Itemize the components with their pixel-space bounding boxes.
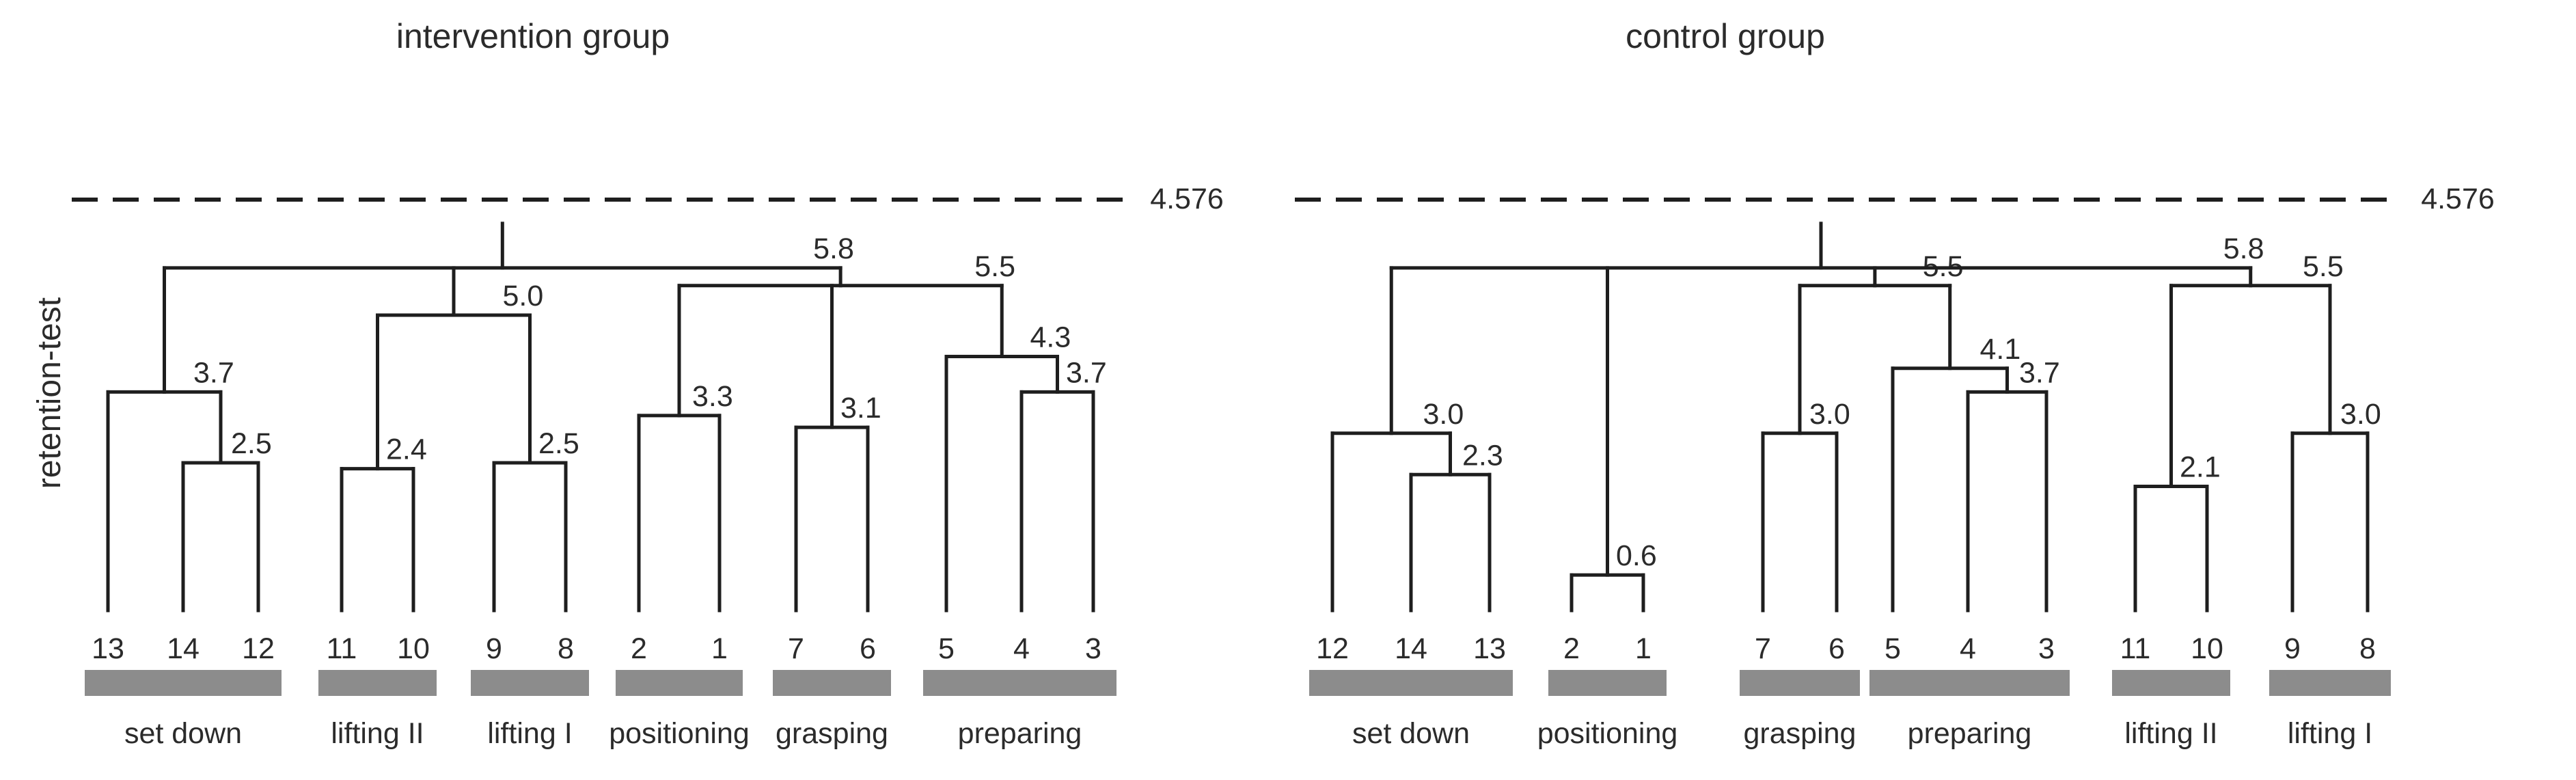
leaf-label: 11 (327, 632, 357, 665)
merge-height-label: 3.7 (1066, 356, 1107, 389)
leaf-label: 11 (2120, 632, 2151, 665)
leaf-label: 8 (558, 632, 574, 665)
merge-height-label: 2.5 (538, 427, 579, 460)
group-bar (923, 670, 1116, 696)
intervention-group-dendrogram: intervention group 4.576 2.5 3.7 2.4 2.5 5.0 3.… (72, 17, 1224, 750)
merge-height-label: 3.0 (1423, 398, 1464, 431)
leaf-label: 1 (711, 632, 728, 665)
group-label: grasping (1744, 717, 1856, 750)
control-group-dendrogram: control group 4.576 2.3 3.0 0.6 3.0 3.74.1 5.5 2… (1295, 17, 2495, 750)
leaf-label: 14 (167, 632, 200, 665)
group-label: lifting I (2288, 717, 2372, 750)
group-label: lifting I (487, 717, 572, 750)
leaf-label: 9 (2284, 632, 2301, 665)
group-bar (1869, 670, 2070, 696)
group-label: grasping (776, 717, 888, 750)
group-bar (1548, 670, 1667, 696)
group-bar (318, 670, 437, 696)
leaf-label: 2 (1563, 632, 1580, 665)
group-bar (1740, 670, 1860, 696)
merge-height-label: 0.6 (1616, 539, 1657, 572)
merge-height-label: 3.0 (1809, 398, 1850, 431)
group-label: set down (124, 717, 242, 750)
merge-height-label: 5.8 (813, 232, 854, 265)
leaf-label: 10 (397, 632, 430, 665)
leaf-label: 9 (486, 632, 502, 665)
leaf-label: 5 (938, 632, 955, 665)
group-label: positioning (1537, 717, 1678, 750)
group-bar (773, 670, 891, 696)
leaf-label: 1 (1635, 632, 1652, 665)
group-label: lifting II (331, 717, 424, 750)
merge-height-label: 2.5 (231, 427, 272, 460)
leaf-label: 3 (2038, 632, 2055, 665)
y-axis-label: retention-test (31, 297, 68, 489)
leaf-label: 10 (2191, 632, 2223, 665)
group-bar (2269, 670, 2391, 696)
merge-height-label: 5.5 (974, 250, 1015, 283)
group-bar (85, 670, 282, 696)
group-bar (471, 670, 589, 696)
group-bar (616, 670, 743, 696)
leaf-label: 8 (2359, 632, 2376, 665)
merge-height-label: 5.8 (2223, 232, 2264, 265)
leaf-label: 6 (860, 632, 876, 665)
merge-height-label: 3.3 (692, 380, 733, 413)
merge-height-label: 4.3 (1030, 321, 1071, 353)
cutoff-label: 4.576 (1150, 183, 1224, 215)
leaf-label: 7 (788, 632, 804, 665)
leaf-label: 7 (1755, 632, 1771, 665)
merge-height-label: 5.5 (2303, 250, 2344, 283)
leaf-label: 5 (1885, 632, 1901, 665)
group-label: preparing (958, 717, 1082, 750)
group-label: lifting II (2124, 717, 2217, 750)
leaf-label: 12 (242, 632, 275, 665)
group-label: preparing (1908, 717, 2032, 750)
leaf-label: 13 (92, 632, 124, 665)
group-bar (2112, 670, 2230, 696)
cutoff-label: 4.576 (2421, 183, 2495, 215)
group-label: positioning (609, 717, 750, 750)
leaf-label: 13 (1473, 632, 1506, 665)
merge-height-label: 5.0 (503, 280, 544, 312)
merge-height-label: 3.7 (193, 356, 234, 389)
merge-height-label: 2.4 (386, 433, 427, 466)
leaf-label: 2 (631, 632, 647, 665)
leaf-label: 14 (1395, 632, 1427, 665)
merge-height-label: 3.1 (840, 392, 881, 425)
leaf-label: 4 (1013, 632, 1030, 665)
merge-height-label: 3.7 (2019, 356, 2060, 389)
panel-title: control group (1626, 17, 1825, 55)
group-label: set down (1352, 717, 1470, 750)
group-bar (1309, 670, 1513, 696)
leaf-label: 6 (1828, 632, 1845, 665)
merge-height-label: 4.1 (1980, 333, 2021, 366)
leaf-label: 4 (1960, 632, 1976, 665)
merge-height-label: 2.3 (1462, 439, 1503, 472)
merge-height-label: 2.1 (2180, 451, 2221, 484)
panel-title: intervention group (396, 17, 670, 55)
leaf-label: 3 (1085, 632, 1101, 665)
merge-height-label: 3.0 (2340, 398, 2381, 431)
leaf-label: 12 (1316, 632, 1349, 665)
